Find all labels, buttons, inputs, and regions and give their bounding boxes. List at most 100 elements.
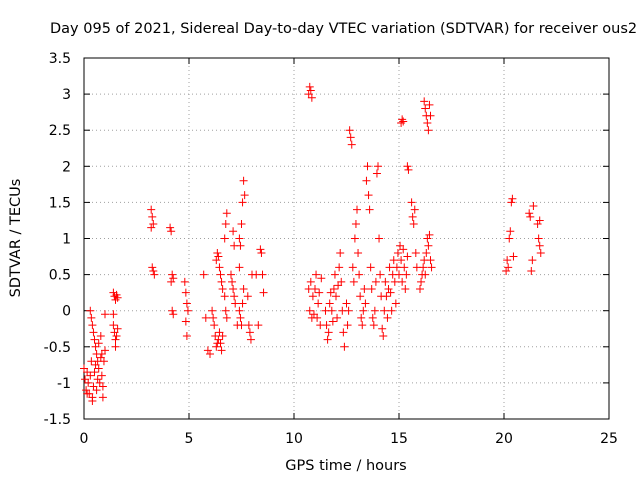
data-point	[169, 274, 178, 283]
data-point	[210, 321, 219, 330]
data-point	[220, 292, 229, 301]
data-point	[216, 339, 225, 348]
data-point	[342, 299, 351, 308]
data-point	[214, 335, 223, 344]
data-point	[235, 234, 244, 243]
x-tick-label: 15	[390, 431, 408, 447]
data-point	[230, 292, 239, 301]
data-point	[90, 368, 99, 377]
chart-title: Day 095 of 2021, Sidereal Day-to-day VTE…	[50, 21, 637, 37]
data-point	[421, 270, 430, 279]
data-point	[371, 277, 380, 286]
data-point	[535, 241, 544, 250]
data-point	[535, 216, 544, 225]
data-point	[166, 223, 175, 232]
data-point	[222, 209, 231, 218]
data-point	[238, 299, 247, 308]
data-point	[329, 285, 338, 294]
data-point	[150, 270, 159, 279]
data-point	[325, 299, 334, 308]
data-point	[94, 364, 103, 373]
data-point	[167, 277, 176, 286]
data-point	[305, 306, 314, 315]
data-point	[113, 293, 122, 302]
data-point	[221, 306, 230, 315]
data-point	[337, 277, 346, 286]
y-axis: -1.5 -1 -0.5 0 0.5 1 1.5 2 2.5 3 3.5	[44, 51, 609, 428]
data-point	[90, 335, 99, 344]
data-point	[346, 133, 355, 142]
y-tick-label: 0	[62, 304, 71, 320]
data-point	[148, 212, 157, 221]
data-point	[378, 324, 387, 333]
data-point	[231, 299, 240, 308]
data-point	[256, 245, 265, 254]
data-point	[258, 270, 267, 279]
plot-frame	[83, 57, 610, 420]
data-point	[235, 263, 244, 272]
data-point	[385, 263, 394, 272]
data-point	[149, 220, 158, 229]
y-tick-label: 3.5	[49, 51, 71, 67]
y-tick-label: -0.5	[44, 340, 71, 356]
data-point	[355, 270, 364, 279]
data-point	[348, 263, 357, 272]
data-point	[245, 328, 254, 337]
data-point	[365, 205, 374, 214]
data-point	[92, 386, 101, 395]
data-point	[397, 118, 406, 127]
data-point	[387, 306, 396, 315]
data-point	[533, 220, 542, 229]
data-point	[502, 266, 511, 275]
data-point	[180, 277, 189, 286]
data-point	[168, 270, 177, 279]
data-point	[229, 227, 238, 236]
data-point	[244, 321, 253, 330]
data-point	[349, 277, 358, 286]
data-point	[407, 198, 416, 207]
data-point	[111, 342, 120, 351]
data-point	[93, 375, 102, 384]
data-point	[351, 220, 360, 229]
data-point	[393, 248, 402, 257]
data-point	[504, 263, 513, 272]
x-tick-label: 5	[185, 431, 194, 447]
data-point	[306, 86, 315, 95]
y-axis-title: SDTVAR / TECUs	[8, 179, 24, 298]
data-point	[425, 100, 434, 109]
data-point	[147, 223, 156, 232]
data-point	[335, 263, 344, 272]
data-point	[332, 292, 340, 301]
data-point	[366, 263, 375, 272]
data-point	[339, 328, 348, 337]
data-point	[182, 299, 191, 308]
data-point	[323, 335, 332, 344]
data-point	[357, 313, 366, 322]
data-point	[336, 248, 345, 257]
data-point	[344, 306, 353, 315]
data-point	[390, 277, 399, 286]
data-points	[80, 82, 545, 405]
data-point	[419, 263, 428, 272]
data-point	[410, 205, 419, 214]
data-point	[375, 234, 384, 243]
data-point	[317, 274, 326, 283]
data-point	[215, 263, 224, 272]
data-point	[181, 317, 190, 326]
data-point	[379, 331, 388, 340]
data-point	[374, 162, 382, 171]
data-point	[398, 115, 407, 124]
data-point	[353, 205, 361, 214]
data-point	[381, 277, 390, 286]
y-tick-label: 0.5	[49, 268, 71, 284]
data-point	[389, 256, 398, 265]
data-point	[312, 270, 321, 279]
x-tick-label: 20	[495, 431, 513, 447]
data-point	[237, 220, 246, 229]
data-point	[88, 321, 97, 330]
data-point	[507, 198, 516, 207]
data-point	[208, 306, 217, 315]
data-point	[408, 212, 417, 221]
data-point	[218, 331, 227, 340]
data-point	[212, 256, 221, 265]
